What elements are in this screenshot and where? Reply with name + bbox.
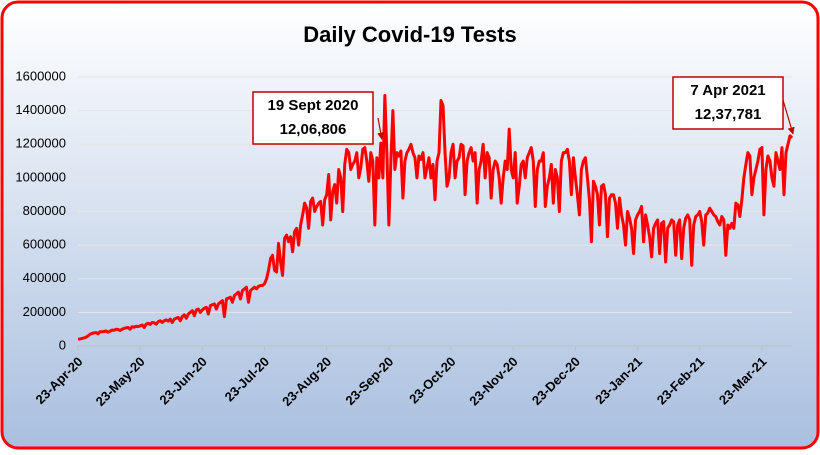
annotation-text: 7 Apr 2021 bbox=[690, 82, 765, 99]
y-tick-label: 200000 bbox=[23, 304, 66, 319]
annotation-arrow bbox=[782, 99, 795, 135]
y-tick-label: 1600000 bbox=[15, 68, 66, 83]
y-tick-label: 1200000 bbox=[15, 136, 66, 151]
y-tick-label: 400000 bbox=[23, 270, 66, 285]
annotation-text: 12,37,781 bbox=[695, 106, 762, 123]
annotation-box bbox=[672, 76, 784, 130]
y-tick-label: 1000000 bbox=[15, 169, 66, 184]
line-series bbox=[77, 93, 794, 341]
y-tick-label: 0 bbox=[59, 337, 66, 352]
annotation-text: 12,06,806 bbox=[280, 121, 347, 138]
annotation-box bbox=[252, 91, 374, 145]
chart-title: Daily Covid-19 Tests bbox=[303, 22, 517, 47]
annotation-arrow bbox=[377, 117, 385, 140]
y-tick-label: 1400000 bbox=[15, 102, 66, 117]
y-tick-label: 600000 bbox=[23, 237, 66, 252]
y-tick-label: 800000 bbox=[23, 203, 66, 218]
annotation-text: 19 Sept 2020 bbox=[268, 97, 359, 114]
